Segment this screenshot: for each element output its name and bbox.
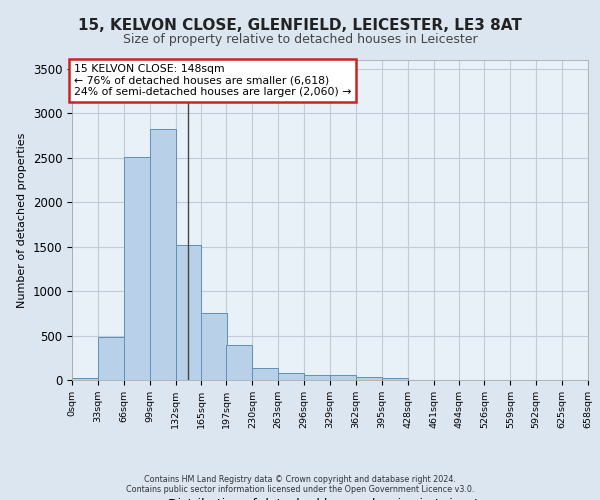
- Bar: [304, 375, 330, 380]
- Y-axis label: Number of detached properties: Number of detached properties: [17, 132, 27, 308]
- Bar: [176, 245, 202, 380]
- Text: 15 KELVON CLOSE: 148sqm
← 76% of detached houses are smaller (6,618)
24% of semi: 15 KELVON CLOSE: 148sqm ← 76% of detache…: [74, 64, 351, 97]
- Bar: [278, 374, 304, 380]
- Text: Contains HM Land Registry data © Crown copyright and database right 2024.
Contai: Contains HM Land Registry data © Crown c…: [126, 474, 474, 494]
- Bar: [253, 368, 278, 380]
- X-axis label: Distribution of detached houses by size in Leicester: Distribution of detached houses by size …: [168, 498, 492, 500]
- Text: 15, KELVON CLOSE, GLENFIELD, LEICESTER, LE3 8AT: 15, KELVON CLOSE, GLENFIELD, LEICESTER, …: [78, 18, 522, 32]
- Bar: [124, 157, 149, 380]
- Bar: [226, 346, 253, 380]
- Bar: [330, 375, 356, 380]
- Bar: [202, 314, 227, 380]
- Bar: [72, 378, 98, 380]
- Bar: [382, 378, 407, 380]
- Bar: [149, 130, 176, 380]
- Text: Size of property relative to detached houses in Leicester: Size of property relative to detached ho…: [122, 32, 478, 46]
- Bar: [356, 378, 382, 380]
- Bar: [98, 338, 124, 380]
